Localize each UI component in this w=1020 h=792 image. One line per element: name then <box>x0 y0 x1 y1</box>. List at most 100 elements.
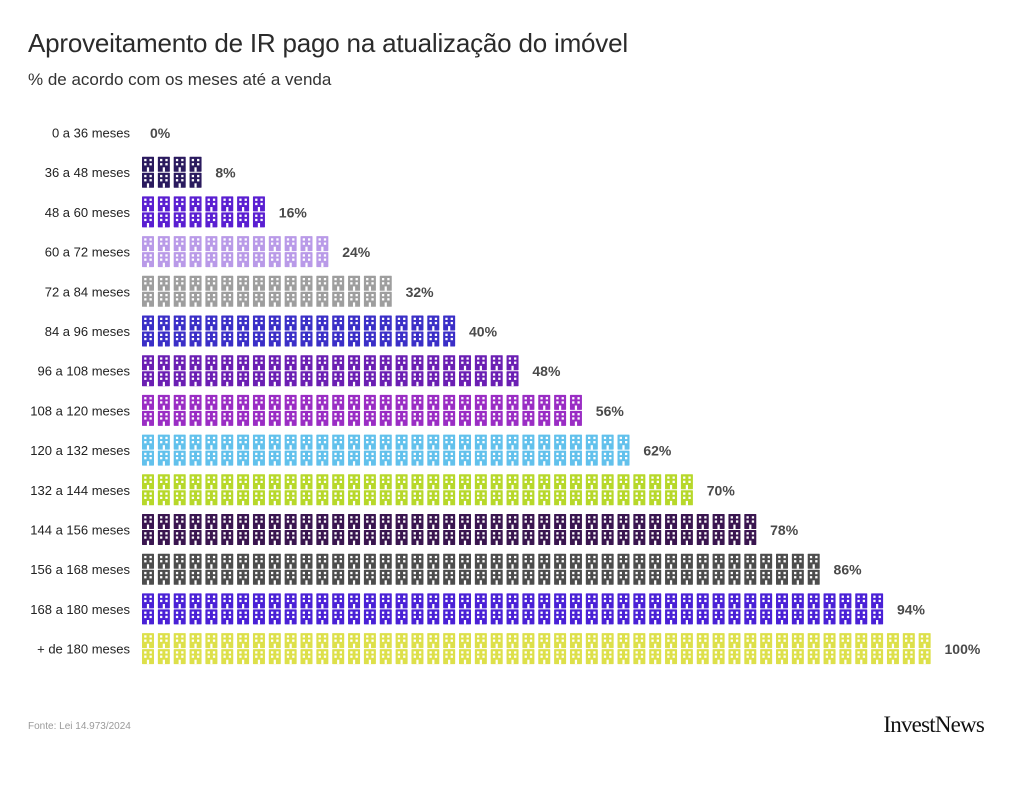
building-icon <box>205 331 218 347</box>
building-icon <box>633 514 646 529</box>
building-icon <box>617 569 630 585</box>
building-icon <box>316 315 329 331</box>
building-icon <box>633 569 646 585</box>
building-icon <box>252 609 265 625</box>
building-icon <box>173 514 186 529</box>
building-icon <box>585 490 598 506</box>
building-icon <box>363 355 376 371</box>
building-icon <box>490 633 503 649</box>
building-icon <box>348 275 361 291</box>
building-icon <box>569 593 582 609</box>
building-icon <box>760 593 773 609</box>
building-icon <box>348 490 361 506</box>
building-icon <box>252 434 265 450</box>
building-icon <box>506 609 519 625</box>
value-label: 100% <box>945 641 981 657</box>
building-icon <box>474 371 487 387</box>
building-icon <box>395 394 408 410</box>
building-icon <box>379 633 392 649</box>
building-icon <box>506 593 519 609</box>
building-icon <box>744 593 757 609</box>
building-icon <box>474 490 487 506</box>
building-icon <box>665 474 678 490</box>
building-icon <box>157 196 170 212</box>
building-icon <box>855 633 868 649</box>
building-icon <box>237 553 250 569</box>
building-icon <box>696 609 709 625</box>
building-icon <box>459 394 471 410</box>
building-icon <box>221 569 234 585</box>
pictogram-row: 144 a 156 meses 78% <box>30 514 799 545</box>
building-icon <box>379 569 392 585</box>
pictogram-row: 156 a 168 meses 86% <box>30 553 862 585</box>
building-icon <box>459 530 471 545</box>
building-icon <box>379 275 392 291</box>
building-icon <box>569 514 582 529</box>
building-icon <box>237 649 250 665</box>
building-icon <box>284 553 297 569</box>
building-icon <box>332 434 345 450</box>
value-label: 32% <box>406 284 435 300</box>
building-icon <box>506 530 519 545</box>
building-icon <box>459 593 471 609</box>
building-icon <box>189 252 202 268</box>
building-icon <box>776 609 788 625</box>
building-icon <box>205 315 218 331</box>
building-icon <box>427 474 440 490</box>
building-icon <box>712 530 725 545</box>
building-icon <box>601 553 614 569</box>
row-label: 168 a 180 meses <box>30 602 130 617</box>
building-icon <box>411 410 424 426</box>
building-icon <box>332 569 345 585</box>
building-icon <box>316 252 329 268</box>
building-icon <box>427 434 440 450</box>
building-icon <box>680 609 693 625</box>
building-icon <box>316 530 329 545</box>
building-icon <box>348 331 361 347</box>
building-icon <box>443 355 456 371</box>
building-icon <box>332 450 345 466</box>
building-icon <box>490 490 503 506</box>
building-icon <box>554 410 567 426</box>
building-icon <box>522 394 535 410</box>
building-icon <box>332 530 345 545</box>
building-icon <box>569 553 582 569</box>
building-icon <box>142 355 154 371</box>
building-icon <box>332 633 345 649</box>
building-icon <box>395 410 408 426</box>
building-icon <box>411 434 424 450</box>
building-icon <box>712 649 725 665</box>
building-icon <box>506 490 519 506</box>
building-icon <box>617 530 630 545</box>
building-icon <box>252 275 265 291</box>
building-icon <box>633 633 646 649</box>
building-icon <box>649 553 662 569</box>
building-icon <box>585 514 598 529</box>
building-icon <box>348 514 361 529</box>
building-icon <box>284 236 297 252</box>
building-icon <box>189 633 202 649</box>
building-icon <box>221 553 234 569</box>
building-icon <box>807 569 820 585</box>
building-icon <box>427 633 440 649</box>
value-label: 70% <box>707 482 736 498</box>
building-icon <box>459 434 471 450</box>
building-icon <box>252 236 265 252</box>
building-icon <box>522 474 535 490</box>
building-icon <box>221 593 234 609</box>
building-icon <box>554 593 567 609</box>
building-icon <box>680 530 693 545</box>
building-icon <box>379 609 392 625</box>
building-icon <box>411 394 424 410</box>
building-icon <box>173 609 186 625</box>
value-label: 48% <box>532 363 561 379</box>
building-icon <box>680 514 693 529</box>
building-icon <box>379 291 392 307</box>
building-icon <box>142 569 154 585</box>
building-icon <box>585 633 598 649</box>
building-icon <box>744 569 757 585</box>
building-icon <box>284 275 297 291</box>
building-icon <box>157 569 170 585</box>
building-icon <box>237 196 250 212</box>
building-icon <box>189 355 202 371</box>
